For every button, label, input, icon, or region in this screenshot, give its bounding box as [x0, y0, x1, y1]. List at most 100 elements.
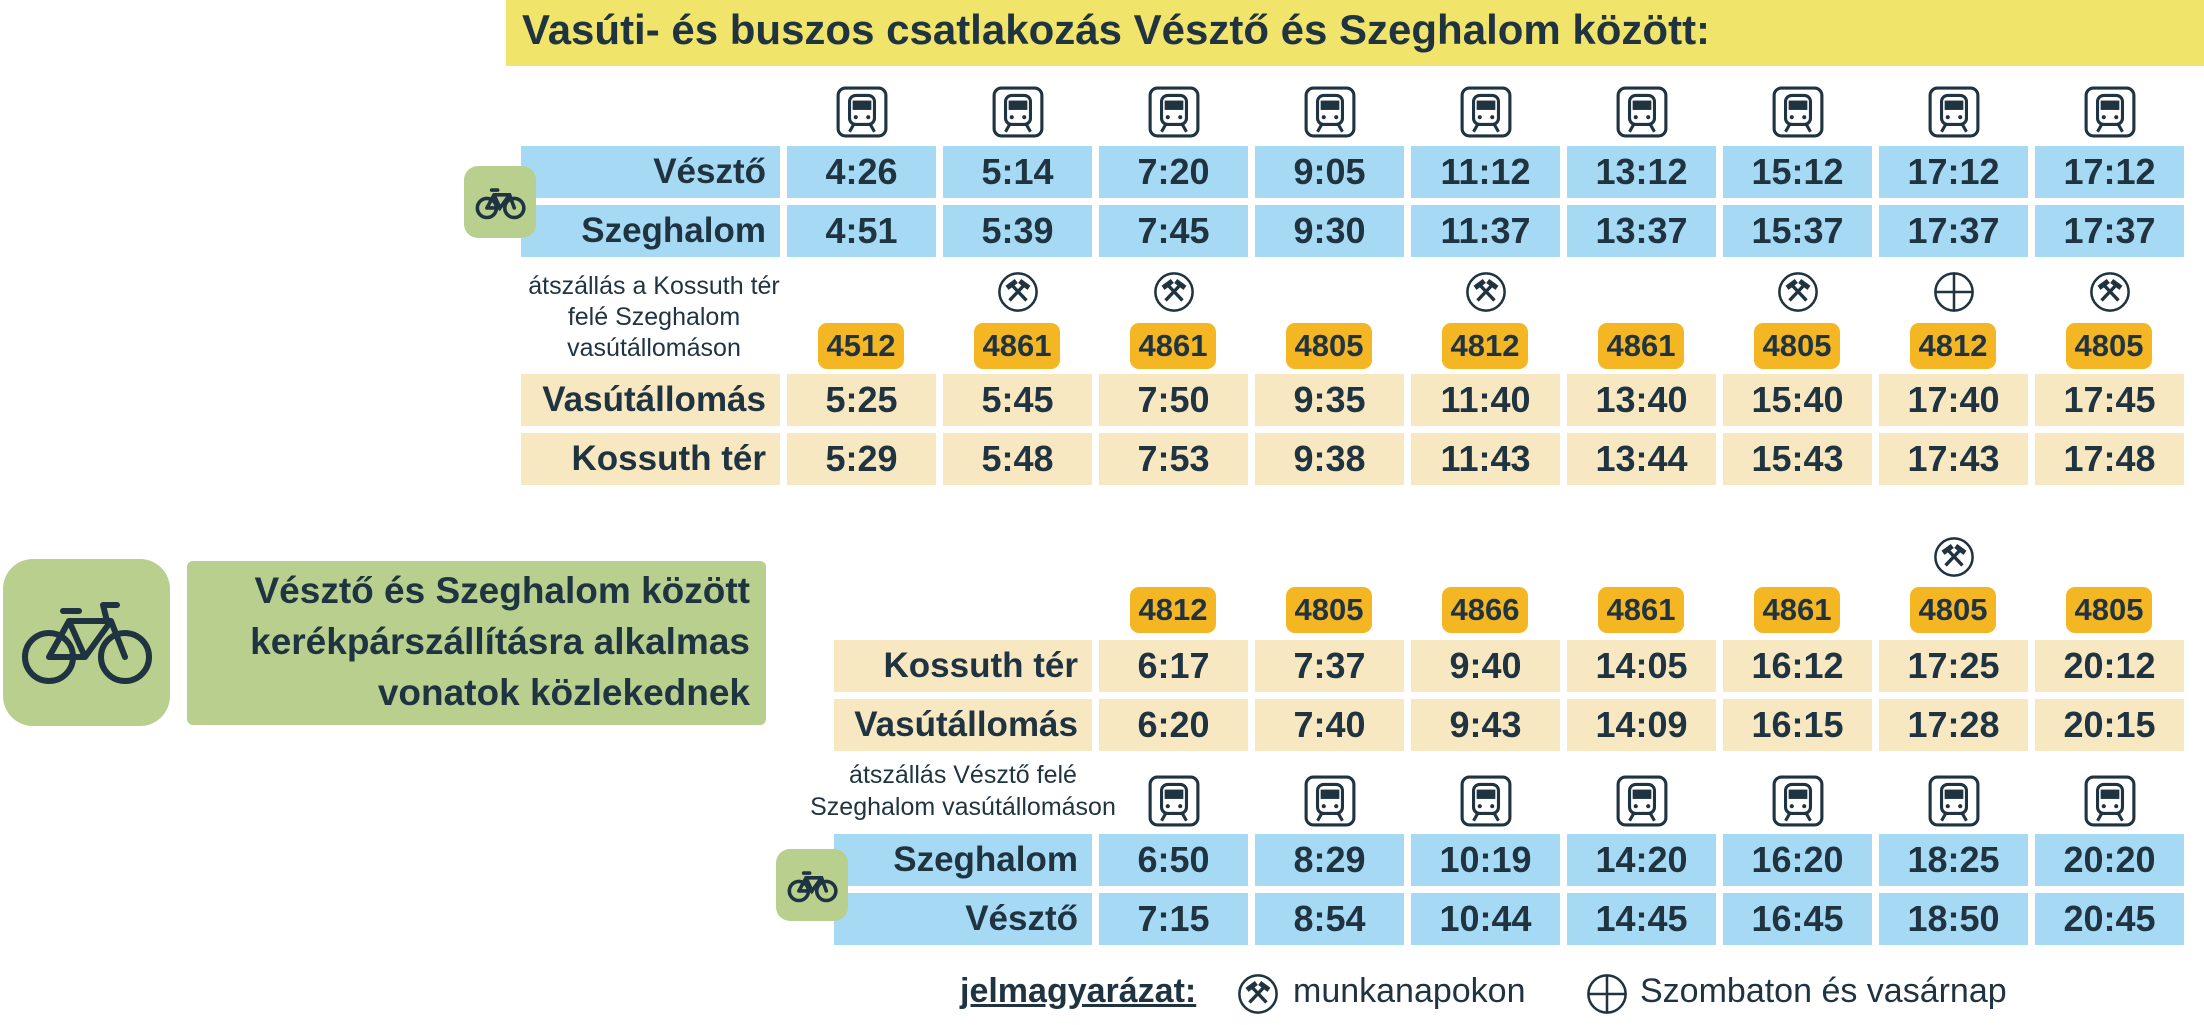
bus-number: 4812 [1130, 587, 1216, 633]
time-cell: 7:53 [1099, 433, 1248, 485]
time-cell: 13:44 [1567, 433, 1716, 485]
bus-number: 4861 [1598, 587, 1684, 633]
bike-badge [464, 166, 536, 238]
bike-note-line: Vésztő és Szeghalom között [254, 570, 751, 611]
time-cell: 6:17 [1099, 640, 1248, 692]
bus-number: 4805 [2066, 587, 2152, 633]
train-icon [1459, 774, 1513, 828]
time-cell: 6:20 [1099, 699, 1248, 751]
time-cell: 9:05 [1255, 146, 1404, 198]
time-cell: 9:35 [1255, 374, 1404, 426]
stop-label: Szeghalom [521, 205, 780, 257]
time-cell: 17:37 [2035, 205, 2184, 257]
train-icon [1615, 774, 1669, 828]
time-cell: 17:12 [2035, 146, 2184, 198]
time-cell: 17:12 [1879, 146, 2028, 198]
train-icon [991, 85, 1045, 139]
time-cell: 7:40 [1255, 699, 1404, 751]
time-cell: 9:38 [1255, 433, 1404, 485]
time-cell: 16:45 [1723, 893, 1872, 945]
time-cell: 17:48 [2035, 433, 2184, 485]
time-cell: 5:29 [787, 433, 936, 485]
time-cell: 17:40 [1879, 374, 2028, 426]
workday-icon [1932, 535, 1976, 579]
time-cell: 8:29 [1255, 834, 1404, 886]
time-cell: 15:12 [1723, 146, 1872, 198]
time-cell: 9:43 [1411, 699, 1560, 751]
time-cell: 10:44 [1411, 893, 1560, 945]
train-icon [835, 85, 889, 139]
workday-icon [996, 270, 1040, 314]
time-cell: 14:09 [1567, 699, 1716, 751]
workday-icon [1236, 972, 1280, 1016]
bike-icon [22, 602, 152, 684]
bus-number: 4866 [1442, 587, 1528, 633]
workday-icon [2088, 270, 2132, 314]
train-icon [1771, 85, 1825, 139]
workday-icon [1776, 270, 1820, 314]
time-cell: 17:37 [1879, 205, 2028, 257]
time-cell: 16:12 [1723, 640, 1872, 692]
time-cell: 16:20 [1723, 834, 1872, 886]
transfer-note: felé Szeghalom [567, 303, 741, 331]
time-cell: 17:43 [1879, 433, 2028, 485]
stop-label: Vasútállomás [521, 374, 780, 426]
time-cell: 7:20 [1099, 146, 1248, 198]
time-cell: 13:37 [1567, 205, 1716, 257]
bus-number: 4805 [1754, 323, 1840, 369]
time-cell: 5:14 [943, 146, 1092, 198]
train-icon [1459, 85, 1513, 139]
stop-label: Kossuth tér [834, 640, 1092, 692]
bus-number: 4861 [974, 323, 1060, 369]
train-icon [1303, 774, 1357, 828]
bike-badge [776, 849, 848, 921]
bike-icon [469, 171, 531, 233]
transfer-note: vasútállomáson [567, 334, 741, 362]
bus-number: 4805 [1910, 587, 1996, 633]
time-cell: 9:30 [1255, 205, 1404, 257]
time-cell: 4:51 [787, 205, 936, 257]
time-cell: 15:40 [1723, 374, 1872, 426]
time-cell: 20:45 [2035, 893, 2184, 945]
bus-number: 4861 [1754, 587, 1840, 633]
bus-number: 4861 [1130, 323, 1216, 369]
time-cell: 5:48 [943, 433, 1092, 485]
bike-note-line: kerékpárszállításra alkalmas [250, 621, 750, 662]
title: Vasúti- és buszos csatlakozás Vésztő és … [522, 6, 1711, 53]
stop-label: Vésztő [834, 893, 1092, 945]
time-cell: 6:50 [1099, 834, 1248, 886]
time-cell: 13:12 [1567, 146, 1716, 198]
transfer-note: átszállás a Kossuth tér [528, 272, 780, 300]
time-cell: 10:19 [1411, 834, 1560, 886]
bike-note-line: vonatok közlekednek [377, 672, 750, 713]
time-cell: 11:43 [1411, 433, 1560, 485]
train-icon [1147, 774, 1201, 828]
time-cell: 18:25 [1879, 834, 2028, 886]
bike-icon [781, 854, 843, 916]
time-cell: 17:45 [2035, 374, 2184, 426]
time-cell: 9:40 [1411, 640, 1560, 692]
bus-number: 4805 [1286, 587, 1372, 633]
transfer-note: átszállás Vésztő felé [849, 761, 1077, 789]
train-icon [1927, 85, 1981, 139]
bike-box [3, 559, 170, 726]
bus-number: 4512 [818, 323, 904, 369]
weekend-icon [1932, 270, 1976, 314]
title-banner [506, 0, 2204, 66]
time-cell: 14:05 [1567, 640, 1716, 692]
bus-number: 4861 [1598, 323, 1684, 369]
time-cell: 5:45 [943, 374, 1092, 426]
time-cell: 7:45 [1099, 205, 1248, 257]
time-cell: 18:50 [1879, 893, 2028, 945]
train-icon [2083, 85, 2137, 139]
train-icon [2083, 774, 2137, 828]
time-cell: 11:37 [1411, 205, 1560, 257]
train-icon [1147, 85, 1201, 139]
time-cell: 16:15 [1723, 699, 1872, 751]
train-icon [1927, 774, 1981, 828]
legend-title: jelmagyarázat: [960, 972, 1197, 1010]
bus-number: 4805 [1286, 323, 1372, 369]
transfer-note: Szeghalom vasútállomáson [810, 793, 1116, 821]
